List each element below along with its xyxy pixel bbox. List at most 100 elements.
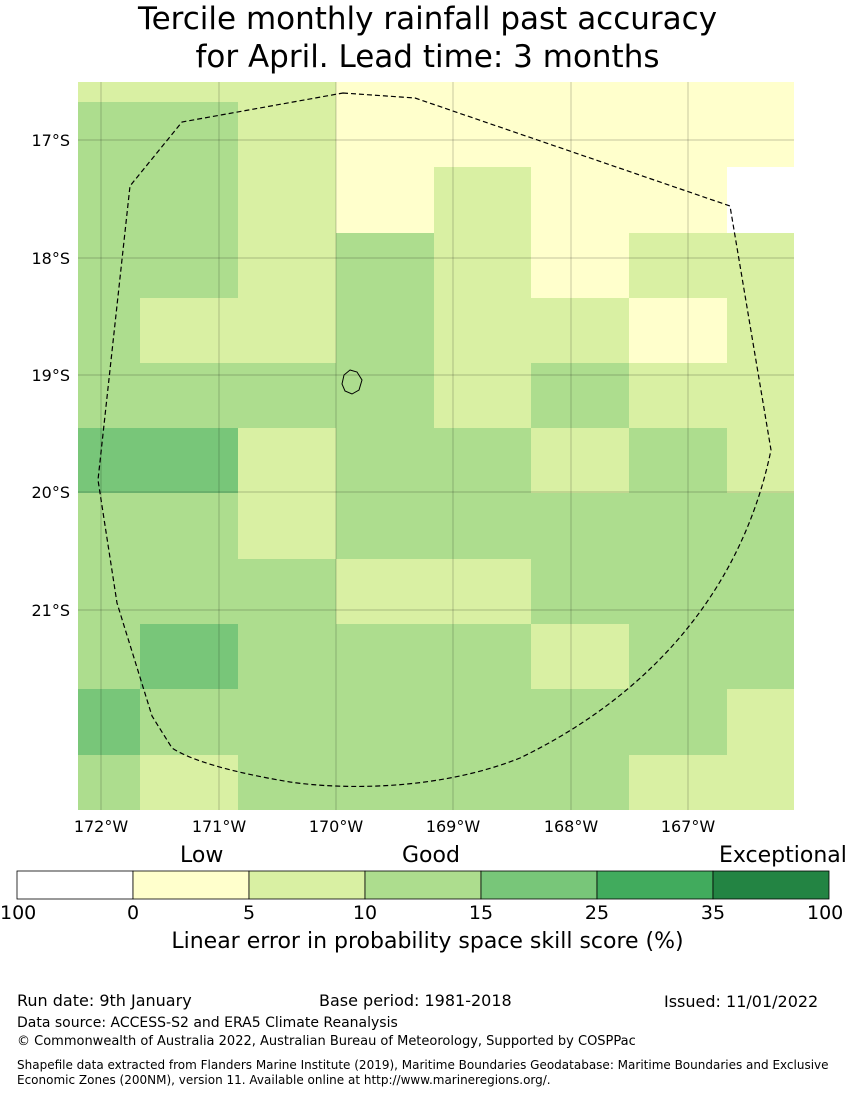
grid-cell bbox=[140, 363, 238, 428]
grid-cell bbox=[531, 102, 629, 167]
grid-cell bbox=[531, 559, 629, 624]
niue-island-outline bbox=[341, 369, 363, 395]
grid-cell bbox=[434, 624, 531, 689]
latitude-label: 20°S bbox=[31, 483, 70, 502]
longitude-label: 168°W bbox=[544, 817, 599, 836]
grid-cell bbox=[238, 428, 336, 493]
grid-cell bbox=[434, 233, 531, 298]
grid-cell bbox=[140, 493, 238, 559]
grid-cell bbox=[336, 363, 434, 428]
colorbar-segment bbox=[596, 870, 714, 900]
grid-cell bbox=[629, 559, 727, 624]
category-low: Low bbox=[180, 843, 224, 868]
colorbar-tick-label: 25 bbox=[584, 902, 610, 924]
grid-cell bbox=[78, 298, 140, 363]
grid-cell bbox=[727, 755, 794, 810]
longitude-label: 167°W bbox=[661, 817, 716, 836]
grid-cell bbox=[238, 363, 336, 428]
latitude-label: 21°S bbox=[31, 601, 70, 620]
grid-cell bbox=[140, 82, 238, 102]
colorbar bbox=[16, 870, 830, 900]
grid-cell bbox=[727, 493, 794, 559]
grid-cell bbox=[336, 624, 434, 689]
grid-cell bbox=[727, 363, 794, 428]
colorbar-title: Linear error in probability space skill … bbox=[171, 929, 684, 954]
grid-cell bbox=[531, 82, 629, 102]
grid-cell bbox=[531, 755, 629, 810]
colorbar-tick-label: 15 bbox=[468, 902, 494, 924]
base-period: Base period: 1981-2018 bbox=[319, 991, 512, 1010]
colorbar-tick-label: 0 bbox=[126, 902, 140, 924]
grid-cell bbox=[727, 167, 794, 233]
grid-cell bbox=[531, 624, 629, 689]
colorbar-segment bbox=[712, 870, 830, 900]
grid-cell bbox=[434, 493, 531, 559]
grid-cell bbox=[78, 82, 140, 102]
grid-cell bbox=[531, 363, 629, 428]
grid-cell bbox=[434, 167, 531, 233]
title-line-1: Tercile monthly rainfall past accuracy bbox=[137, 1, 718, 37]
grid-cell bbox=[531, 428, 629, 493]
grid-cell bbox=[727, 298, 794, 363]
grid-cell bbox=[434, 363, 531, 428]
latitude-label: 19°S bbox=[31, 366, 70, 385]
grid-cell bbox=[434, 559, 531, 624]
skill-grid bbox=[78, 82, 794, 810]
copyright: © Commonwealth of Australia 2022, Austra… bbox=[17, 1034, 636, 1049]
grid-cell bbox=[78, 167, 140, 233]
grid-cell bbox=[629, 493, 727, 559]
grid-cell bbox=[78, 755, 140, 810]
grid-cell bbox=[336, 82, 434, 102]
grid-cell bbox=[727, 559, 794, 624]
grid-cell bbox=[434, 102, 531, 167]
grid-cell bbox=[531, 298, 629, 363]
grid-cell bbox=[78, 233, 140, 298]
longitude-label: 169°W bbox=[426, 817, 481, 836]
grid-cell bbox=[78, 102, 140, 167]
colorbar-tick-label: 100 bbox=[0, 902, 37, 924]
grid-cell bbox=[434, 298, 531, 363]
grid-cell bbox=[336, 689, 434, 755]
latitude-label: 17°S bbox=[31, 131, 70, 150]
grid-cell bbox=[336, 493, 434, 559]
grid-cell bbox=[78, 559, 140, 624]
colorbar-tick-label: 35 bbox=[700, 902, 726, 924]
grid-cell bbox=[336, 298, 434, 363]
colorbar-segment bbox=[132, 870, 250, 900]
colorbar-segment bbox=[364, 870, 482, 900]
grid-cell bbox=[434, 82, 531, 102]
grid-cell bbox=[434, 428, 531, 493]
grid-cell bbox=[78, 689, 140, 755]
grid-cell bbox=[238, 167, 336, 233]
grid-cell bbox=[140, 689, 238, 755]
grid-cell bbox=[629, 755, 727, 810]
colorbar-tick-label: 100 bbox=[807, 902, 844, 924]
grid-cell bbox=[531, 233, 629, 298]
grid-cell bbox=[336, 428, 434, 493]
grid-cell bbox=[238, 233, 336, 298]
latitude-label: 18°S bbox=[31, 249, 70, 268]
grid-cell bbox=[727, 428, 794, 493]
longitude-label: 171°W bbox=[192, 817, 247, 836]
grid-cell bbox=[531, 167, 629, 233]
grid-cell bbox=[336, 167, 434, 233]
grid-cell bbox=[238, 689, 336, 755]
grid-cell bbox=[727, 233, 794, 298]
grid-cell bbox=[629, 428, 727, 493]
grid-cell bbox=[629, 689, 727, 755]
grid-cell bbox=[336, 233, 434, 298]
grid-cell bbox=[629, 624, 727, 689]
longitude-label: 172°W bbox=[74, 817, 129, 836]
eez-boundary bbox=[97, 92, 772, 788]
grid-cell bbox=[336, 559, 434, 624]
category-good: Good bbox=[402, 843, 460, 868]
colorbar-segment bbox=[16, 870, 134, 900]
grid-cell bbox=[629, 363, 727, 428]
data-source: Data source: ACCESS-S2 and ERA5 Climate … bbox=[17, 1015, 398, 1031]
grid-cell bbox=[727, 624, 794, 689]
shapefile-credit-line-1: Shapefile data extracted from Flanders M… bbox=[17, 1058, 829, 1072]
grid-cell bbox=[140, 755, 238, 810]
title-line-2: for April. Lead time: 3 months bbox=[195, 39, 660, 75]
grid-cell bbox=[336, 102, 434, 167]
grid-cell bbox=[727, 82, 794, 102]
